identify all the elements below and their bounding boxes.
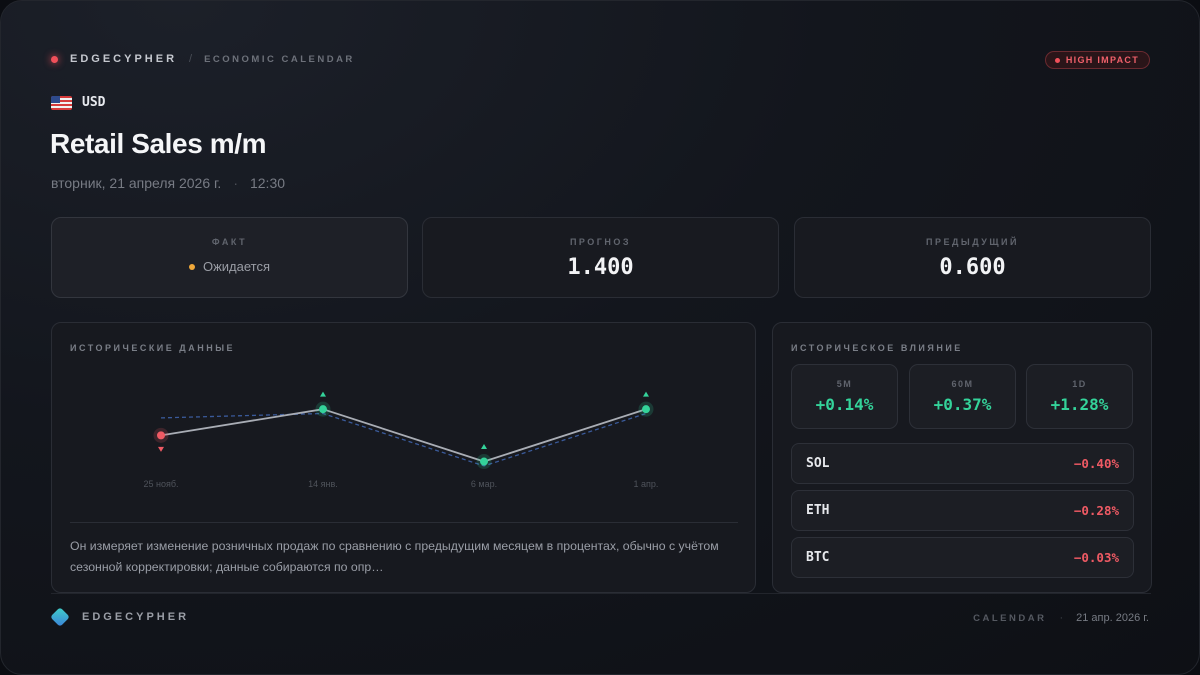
footer-brand: EDGECYPHER <box>50 607 190 627</box>
previous-card: ПРЕДЫДУЩИЙ 0.600 <box>794 217 1151 298</box>
event-description: Он измеряет изменение розничных продаж п… <box>70 539 719 574</box>
timeframe-card-1d: 1D +1.28% <box>1026 364 1133 429</box>
timeframe-label: 5M <box>836 379 853 389</box>
footer-section: CALENDAR <box>973 612 1047 624</box>
actual-label: ФАКТ <box>211 237 248 247</box>
miss-arrow-icon <box>158 446 164 452</box>
breadcrumb-separator: / <box>189 53 193 65</box>
forecast-label: ПРОГНОЗ <box>569 237 632 247</box>
asset-change: −0.40% <box>1073 456 1119 471</box>
timeframe-label: 1D <box>1072 379 1087 389</box>
forecast-card: ПРОГНОЗ 1.400 <box>422 217 779 298</box>
header-breadcrumb: EDGECYPHER / ECONOMIC CALENDAR <box>51 53 355 65</box>
asset-name: BTC <box>806 550 830 565</box>
asset-change: −0.28% <box>1073 503 1119 518</box>
event-time: 12:30 <box>249 175 286 191</box>
timeframe-label: 60M <box>951 379 974 389</box>
previous-value: 0.600 <box>939 255 1006 280</box>
currency-code: USD <box>82 95 106 110</box>
forecast-series-line <box>160 412 647 467</box>
actual-value: Ожидается <box>202 259 271 274</box>
us-flag-icon <box>51 95 72 110</box>
footer-date: 21 апр. 2026 г. <box>1076 612 1149 624</box>
x-tick-label: 14 янв. <box>308 479 338 489</box>
asset-change: −0.03% <box>1073 550 1119 565</box>
data-point <box>319 405 327 414</box>
timeframe-card-60m: 60M +0.37% <box>909 364 1016 429</box>
timeframe-value: +0.14% <box>815 395 874 414</box>
impact-title: ИСТОРИЧЕСКОЕ ВЛИЯНИЕ <box>791 343 963 353</box>
asset-row-sol: SOL −0.40% <box>791 443 1134 484</box>
section-name: ECONOMIC CALENDAR <box>204 53 355 65</box>
history-chart: 25 нояб. 14 янв. 6 мар. 1 апр. <box>143 391 659 489</box>
event-datetime: вторник, 21 апреля 2026 г. · 12:30 <box>51 175 285 191</box>
footer-brand-name: EDGECYPHER <box>82 611 190 623</box>
actual-card: ФАКТ Ожидается <box>51 217 408 298</box>
timeframe-value: +1.28% <box>1050 395 1109 414</box>
pending-dot-icon <box>188 263 195 270</box>
impact-badge-label: HIGH IMPACT <box>1065 55 1139 65</box>
x-tick-label: 25 нояб. <box>143 479 178 489</box>
page-title: Retail Sales m/m <box>50 128 267 159</box>
impact-badge: HIGH IMPACT <box>1044 51 1150 69</box>
history-title: ИСТОРИЧЕСКИЕ ДАННЫЕ <box>70 343 236 353</box>
impact-panel: ИСТОРИЧЕСКОЕ ВЛИЯНИЕ 5M +0.14% 60M +0.37… <box>772 322 1152 593</box>
footer-meta: CALENDAR · 21 апр. 2026 г. <box>973 612 1149 624</box>
data-point <box>480 457 488 466</box>
forecast-value: 1.400 <box>567 255 634 280</box>
logo-icon <box>50 607 70 627</box>
actual-status: Ожидается <box>52 259 407 274</box>
meta-separator: · <box>233 175 238 191</box>
timeframe-card-5m: 5M +0.14% <box>791 364 898 429</box>
divider <box>70 522 738 523</box>
footer-divider <box>51 593 1151 594</box>
asset-row-eth: ETH −0.28% <box>791 490 1134 531</box>
currency-tag: USD <box>51 95 105 110</box>
timeframe-value: +0.37% <box>933 395 992 414</box>
asset-name: SOL <box>806 456 830 471</box>
history-panel: ИСТОРИЧЕСКИЕ ДАННЫЕ 25 нояб. 14 янв. 6 мар… <box>51 322 756 593</box>
impact-dot-icon <box>1054 57 1060 63</box>
status-dot-icon <box>51 55 58 63</box>
event-date: вторник, 21 апреля 2026 г. <box>51 175 222 191</box>
x-tick-label: 1 апр. <box>634 479 659 489</box>
footer-separator: · <box>1059 612 1064 624</box>
data-point <box>642 405 650 414</box>
beat-arrow-icon <box>320 391 326 397</box>
asset-name: ETH <box>806 503 830 518</box>
data-point <box>157 431 165 440</box>
previous-label: ПРЕДЫДУЩИЙ <box>926 237 1019 247</box>
brand-name: EDGECYPHER <box>70 53 178 65</box>
asset-row-btc: BTC −0.03% <box>791 537 1134 578</box>
beat-arrow-icon <box>481 444 487 450</box>
beat-arrow-icon <box>643 391 649 397</box>
actual-series-line <box>160 408 647 463</box>
x-tick-label: 6 мар. <box>471 479 497 489</box>
